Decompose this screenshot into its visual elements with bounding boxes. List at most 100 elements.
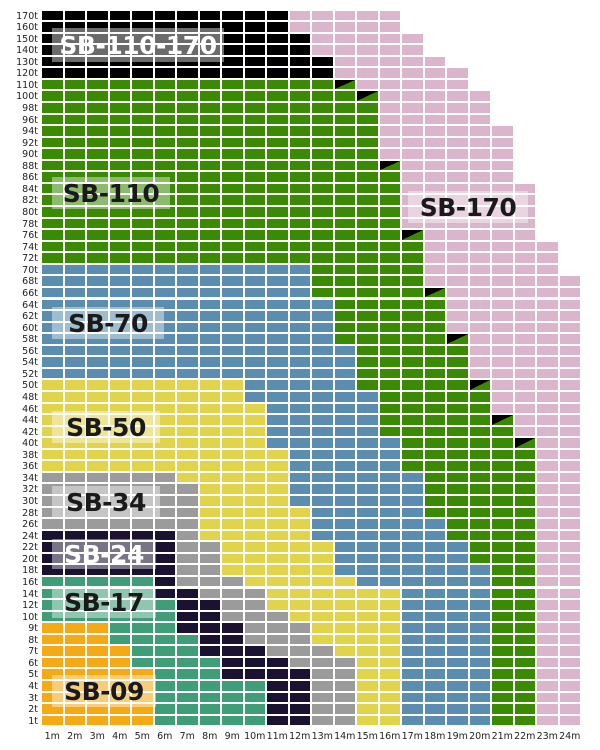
grid-cell: [379, 264, 400, 275]
grid-cell: [177, 484, 198, 494]
grid-cell: [64, 496, 85, 506]
grid-cell: [334, 611, 355, 622]
grid-cell: [357, 519, 378, 529]
grid-cell: [402, 576, 423, 587]
grid-cell: [222, 623, 243, 633]
grid-cell: [154, 438, 175, 448]
grid-cell: [447, 391, 468, 402]
grid-cell: [424, 264, 445, 275]
grid-cell: [379, 218, 400, 229]
grid-cell: [42, 79, 63, 90]
grid-cell: [514, 449, 535, 460]
x-tick-label: 17m: [401, 731, 423, 742]
grid-cell: [447, 496, 468, 506]
grid-cell: [109, 519, 130, 529]
grid-cell: [357, 634, 378, 645]
grid-cell: [87, 264, 108, 275]
grid-cell: [312, 426, 333, 437]
grid-cell: [64, 542, 85, 552]
grid-cell: [222, 10, 243, 21]
grid-cell: [447, 715, 468, 726]
grid-cell: [154, 114, 175, 125]
grid-cell: [177, 45, 198, 55]
grid-cell: [334, 276, 355, 286]
grid-cell: [379, 68, 400, 78]
y-tick-label: 160t: [16, 22, 38, 34]
grid-cell: [154, 287, 175, 298]
grid-cell: [132, 195, 153, 205]
grid-cell: [424, 634, 445, 645]
grid-cell: [537, 241, 558, 252]
grid-cell: [177, 565, 198, 575]
grid-cell: [132, 126, 153, 136]
grid-cell: [312, 634, 333, 645]
region-label-sb-110-170: SB-110-170: [52, 28, 224, 62]
grid-cell: [447, 565, 468, 575]
grid-cell: [42, 669, 63, 679]
grid-cell: [177, 172, 198, 182]
grid-cell: [492, 542, 513, 552]
grid-cell: [132, 576, 153, 587]
y-tick-label: 34t: [22, 472, 38, 484]
grid-cell: [492, 576, 513, 587]
region-label-sb-50: SB-50: [52, 411, 160, 443]
grid-cell: [469, 472, 490, 483]
grid-cell: [357, 657, 378, 668]
grid-cell: [154, 137, 175, 148]
grid-cell: [199, 680, 220, 691]
grid-cell: [199, 646, 220, 656]
grid-cell: [199, 195, 220, 205]
grid-cell: [289, 299, 310, 310]
grid-cell: [154, 102, 175, 113]
grid-cell: [222, 56, 243, 67]
grid-cell: [469, 264, 490, 275]
grid-cell: [64, 33, 85, 44]
grid-cell: [154, 646, 175, 656]
grid-cell: [132, 207, 153, 217]
grid-cell: [402, 715, 423, 726]
grid-cell: [132, 415, 153, 425]
grid-cell: [267, 472, 288, 483]
grid-cell: [244, 322, 265, 333]
x-tick-label: 9m: [224, 731, 240, 742]
grid-cell: [424, 322, 445, 333]
grid-cell: [154, 230, 175, 240]
grid-cell: [177, 102, 198, 113]
grid-cell: [537, 345, 558, 356]
grid-cell: [289, 56, 310, 67]
grid-cell: [312, 438, 333, 448]
grid-cell: [87, 576, 108, 587]
grid-cell: [334, 507, 355, 518]
grid-cell: [537, 565, 558, 575]
grid-cell: [64, 692, 85, 703]
grid-cell: [64, 114, 85, 125]
grid-cell: [177, 588, 198, 599]
x-tick-label: 21m: [491, 731, 513, 742]
region-label-sb-110: SB-110: [52, 177, 170, 209]
grid-cell: [537, 484, 558, 494]
grid-cell: [469, 102, 490, 113]
grid-cell: [109, 542, 130, 552]
grid-cell: [537, 461, 558, 471]
grid-cell: [469, 368, 490, 379]
grid-cell: [87, 415, 108, 425]
grid-cell: [177, 715, 198, 726]
grid-cell: [42, 715, 63, 726]
grid-cell: [402, 345, 423, 356]
grid-cell: [469, 415, 490, 425]
grid-cell: [492, 519, 513, 529]
grid-cell: [109, 183, 130, 194]
grid-cell: [64, 79, 85, 90]
grid-cell: [379, 230, 400, 240]
grid-cell: [402, 403, 423, 414]
grid-cell: [244, 623, 265, 633]
grid-cell: [132, 403, 153, 414]
grid-cell: [424, 380, 445, 390]
grid-cell: [289, 195, 310, 205]
grid-cell: [357, 22, 378, 32]
grid-cell: [402, 33, 423, 44]
grid-cell: [109, 553, 130, 564]
grid-cell: [537, 472, 558, 483]
grid-cell: [537, 715, 558, 726]
grid-cell: [514, 496, 535, 506]
